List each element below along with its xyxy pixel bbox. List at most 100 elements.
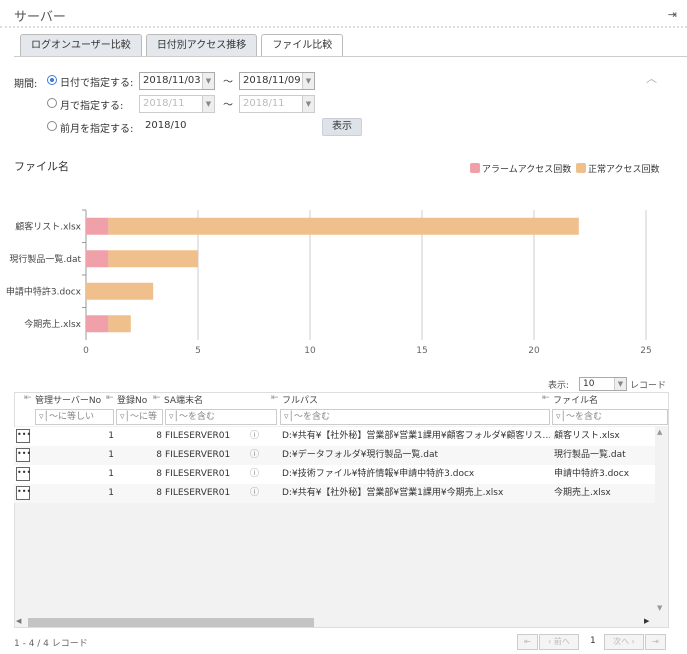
month-from-select[interactable]: 2018/11 ▼ <box>139 95 215 113</box>
pin-icon[interactable]: ⇤ <box>24 393 32 403</box>
info-icon[interactable]: ⓘ <box>250 469 260 479</box>
more-button[interactable]: ••• <box>16 429 31 443</box>
col-file[interactable]: ファイル名 <box>553 396 599 406</box>
filter-server-no[interactable]: ▿│～に等しい <box>35 409 114 425</box>
bar-alarm[interactable] <box>86 250 109 268</box>
more-button[interactable]: ••• <box>16 486 31 500</box>
cell-path: D:¥データフォルダ¥現行製品一覧.dat <box>282 450 439 460</box>
cell-terminal: FILESERVER01 <box>165 450 231 460</box>
cell-file: 現行製品一覧.dat <box>554 450 626 460</box>
x-tick-label: 15 <box>416 346 427 356</box>
prev-label: 前へ <box>553 637 570 646</box>
tab-bar: ログオンユーザー比較 日付別アクセス推移 ファイル比較 <box>20 34 344 56</box>
date-from-select[interactable]: 2018/11/03 ▼ <box>139 72 215 90</box>
radio-month[interactable] <box>47 98 57 108</box>
scroll-down-icon[interactable]: ▼ <box>657 604 663 612</box>
radio-month-label: 月で指定する: <box>60 101 124 112</box>
col-server-no[interactable]: 管理サーバーNo <box>35 396 102 406</box>
table-row[interactable]: ••• 1 8 FILESERVER01 ⓘ D:¥技術ファイル¥特許情報¥申請… <box>14 465 655 484</box>
x-tick-label: 20 <box>528 346 540 356</box>
table-row[interactable]: ••• 1 8 FILESERVER01 ⓘ D:¥データフォルダ¥現行製品一覧… <box>14 446 655 465</box>
cell-server-no: 1 <box>108 450 114 460</box>
last-page-button[interactable]: ⇥ <box>645 634 666 650</box>
pin-icon[interactable]: ⇤ <box>542 393 550 403</box>
chevron-down-icon: ▼ <box>302 96 314 112</box>
x-tick-label: 25 <box>640 346 651 356</box>
filter-text: ～を含む <box>565 412 602 422</box>
month-to-select[interactable]: 2018/11 ▼ <box>239 95 315 113</box>
cell-file: 申請中特許3.docx <box>554 469 630 479</box>
filter-text: ～に等 <box>129 412 157 422</box>
next-label: 次へ <box>613 637 630 646</box>
chevron-down-icon: ▼ <box>202 96 214 112</box>
grid-header <box>15 393 668 409</box>
scroll-up-icon[interactable]: ▲ <box>657 428 663 436</box>
logout-icon[interactable]: ⇥ <box>667 8 677 21</box>
pin-icon[interactable]: ⇤ <box>106 393 114 403</box>
col-reg-no[interactable]: 登録No <box>117 396 148 406</box>
scroll-right-icon[interactable]: ▶ <box>644 617 650 625</box>
col-path[interactable]: フルパス <box>282 396 319 406</box>
filter-reg-no[interactable]: ▿│～に等 <box>116 409 163 425</box>
prev-month-value: 2018/10 <box>145 120 187 131</box>
legend-swatch-alarm <box>470 163 480 173</box>
cell-file: 今期売上.xlsx <box>554 488 611 498</box>
legend-alarm[interactable]: アラームアクセス回数 <box>482 165 572 175</box>
filter-path[interactable]: ▿│～を含む <box>280 409 550 425</box>
radio-date-label: 日付で指定する: <box>60 78 134 89</box>
radio-date[interactable] <box>47 75 57 85</box>
x-tick-label: 10 <box>304 346 316 356</box>
bar-normal[interactable] <box>108 217 579 235</box>
filter-terminal[interactable]: ▿│～を含む <box>165 409 277 425</box>
info-icon[interactable]: ⓘ <box>250 488 260 498</box>
date-to-select[interactable]: 2018/11/09 ▼ <box>239 72 315 90</box>
horizontal-scrollbar[interactable] <box>28 618 314 627</box>
info-icon[interactable]: ⓘ <box>250 431 260 441</box>
bar-alarm[interactable] <box>86 217 109 235</box>
bar-normal[interactable] <box>86 282 154 300</box>
tab-file-compare[interactable]: ファイル比較 <box>261 34 344 56</box>
cell-terminal: FILESERVER01 <box>165 488 231 498</box>
tab-daily-access[interactable]: 日付別アクセス推移 <box>145 34 258 56</box>
table-row[interactable]: ••• 1 8 FILESERVER01 ⓘ D:¥共有¥【社外秘】営業部¥営業… <box>14 484 655 503</box>
more-button[interactable]: ••• <box>16 467 31 481</box>
period-label: 期間: <box>14 79 38 90</box>
y-tick-label: 現行製品一覧.dat <box>9 253 81 265</box>
scroll-left-icon[interactable]: ◀ <box>16 617 22 625</box>
info-icon[interactable]: ⓘ <box>250 450 260 460</box>
page-size-select[interactable]: 10 ▼ <box>579 377 627 391</box>
cell-file: 顧客リスト.xlsx <box>554 431 620 441</box>
page-size-label: 表示: <box>548 381 570 391</box>
cell-reg-no: 8 <box>156 431 162 441</box>
tab-logon-user[interactable]: ログオンユーザー比較 <box>20 34 142 56</box>
page-title: サーバー <box>14 10 66 25</box>
bar-normal[interactable] <box>108 250 198 268</box>
filter-text: ～に等しい <box>48 412 94 422</box>
radio-prev-month[interactable] <box>47 121 57 131</box>
prev-page-button[interactable]: ‹ 前へ <box>539 634 579 650</box>
first-page-button[interactable]: ⇤ <box>517 634 538 650</box>
show-button[interactable]: 表示 <box>322 118 362 136</box>
pin-icon[interactable]: ⇤ <box>271 393 279 403</box>
bar-normal[interactable] <box>108 315 131 333</box>
chart-title: ファイル名 <box>14 160 69 173</box>
records-label: レコード <box>630 381 667 391</box>
bar-alarm[interactable] <box>86 315 109 333</box>
current-page: 1 <box>590 636 596 646</box>
chevron-down-icon: ▼ <box>614 378 626 390</box>
col-terminal[interactable]: SA端末名 <box>164 396 204 406</box>
more-button[interactable]: ••• <box>16 448 31 462</box>
cell-reg-no: 8 <box>156 488 162 498</box>
record-summary: 1 - 4 / 4 レコード <box>14 639 88 649</box>
pin-icon[interactable]: ⇤ <box>153 393 161 403</box>
tilde: ～ <box>223 100 233 111</box>
cell-server-no: 1 <box>108 469 114 479</box>
date-from-value: 2018/11/03 <box>143 75 201 86</box>
table-row[interactable]: ••• 1 8 FILESERVER01 ⓘ D:¥共有¥【社外秘】営業部¥営業… <box>14 427 655 446</box>
legend-normal[interactable]: 正常アクセス回数 <box>588 165 660 175</box>
month-from-value: 2018/11 <box>143 98 185 109</box>
date-to-value: 2018/11/09 <box>243 75 301 86</box>
next-page-button[interactable]: 次へ › <box>604 634 644 650</box>
filter-file[interactable]: ▿│～を含む <box>552 409 668 425</box>
collapse-icon[interactable]: ︿ <box>646 72 657 85</box>
